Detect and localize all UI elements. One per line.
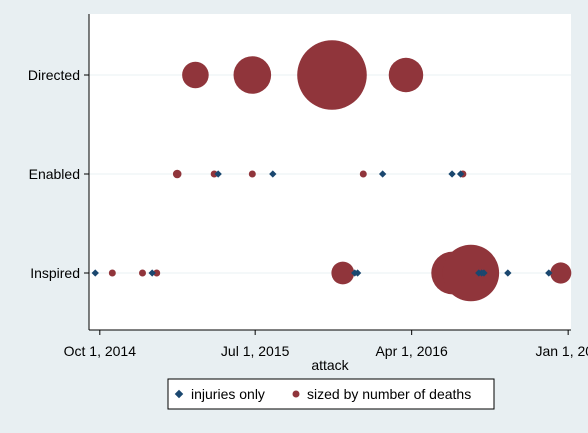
injury-marker [214,170,222,178]
death-marker [108,269,116,277]
legend-marker-injuries [174,389,184,399]
x-tick-label: Oct 1, 2014 [64,343,137,359]
deaths-series [108,40,572,302]
death-marker [153,269,161,277]
injury-marker [448,170,456,178]
injury-marker [148,269,156,277]
death-marker [359,170,367,178]
injury-marker [91,269,99,277]
axes: Directed Enabled Inspired Oct 1, 2014 Jul 1,… [28,14,588,359]
legend-label-injuries: injuries only [191,386,265,402]
death-marker [210,170,218,178]
injuries-series [91,170,553,277]
death-marker [297,40,367,110]
injury-marker [456,170,465,178]
y-tick-label-enabled: Enabled [29,166,80,182]
legend-label-deaths: sized by number of deaths [307,386,471,402]
x-axis-label: attack [311,357,349,373]
y-tick-label-directed: Directed [28,67,80,83]
death-marker [550,262,572,284]
legend-marker-deaths [292,390,300,398]
legend: injuries only sized by number of deaths [167,378,495,410]
death-marker [388,57,424,93]
death-marker [248,170,256,178]
injury-marker [353,269,362,277]
injury-marker [269,170,277,178]
death-marker [331,261,355,285]
legend-box [167,378,495,410]
x-tick-label: Jan 1, 201 [535,343,588,359]
y-tick-label-inspired: Inspired [30,265,80,281]
death-marker [138,269,146,277]
x-tick-label: Apr 1, 2016 [375,343,448,359]
x-tick-label: Jul 1, 2015 [221,343,290,359]
death-marker [442,244,500,302]
death-marker [233,56,272,94]
death-marker [182,61,209,89]
death-marker [172,169,182,179]
injury-marker [504,269,512,277]
injury-marker [480,269,488,277]
injury-marker [378,170,387,178]
